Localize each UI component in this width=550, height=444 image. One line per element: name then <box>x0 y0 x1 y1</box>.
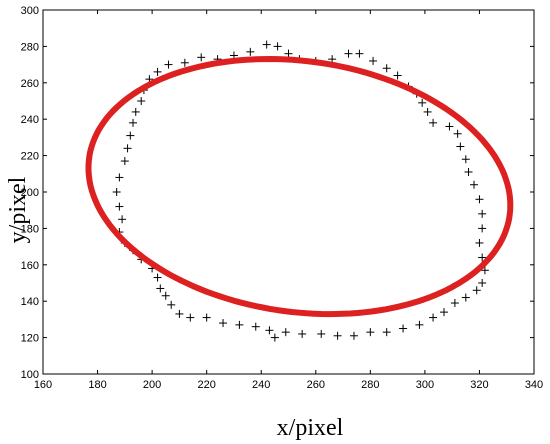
edge-point-marker <box>112 188 121 196</box>
x-tick-label: 200 <box>143 379 161 391</box>
edge-point-marker <box>439 308 448 317</box>
x-axis-title: x/pixel <box>277 415 344 441</box>
edge-point-marker <box>445 122 454 131</box>
edge-point-marker <box>167 300 176 309</box>
edge-point-marker <box>281 328 290 337</box>
y-tick-label: 300 <box>21 5 39 17</box>
edge-point-marker <box>161 291 170 300</box>
edge-point-marker <box>126 131 135 140</box>
edge-point-marker <box>118 215 127 224</box>
edge-point-marker <box>129 118 138 127</box>
edge-point-marker <box>450 299 459 308</box>
x-tick-label: 340 <box>525 379 543 391</box>
edge-point-marker <box>180 58 189 67</box>
edge-point-marker <box>415 320 424 329</box>
edge-point-marker <box>369 56 378 65</box>
edge-point-marker <box>153 273 162 282</box>
edge-point-marker <box>355 49 364 58</box>
edge-point-marker <box>423 107 432 116</box>
x-tick-label: 180 <box>88 379 106 391</box>
y-tick-label: 240 <box>21 114 39 126</box>
y-tick-label: 260 <box>21 78 39 90</box>
y-tick-label: 280 <box>21 41 39 53</box>
edge-point-marker <box>475 195 484 204</box>
edge-point-marker <box>317 329 326 338</box>
edge-point-marker <box>475 238 484 247</box>
y-tick-label: 200 <box>21 187 39 199</box>
edge-point-marker <box>219 319 228 328</box>
y-tick-label: 100 <box>21 369 39 381</box>
x-tick-label: 240 <box>252 379 270 391</box>
edge-point-marker <box>175 309 184 318</box>
x-tick-label: 220 <box>197 379 215 391</box>
edge-point-marker <box>469 180 478 189</box>
edge-point-marker <box>262 40 271 49</box>
y-tick-label: 120 <box>21 333 39 345</box>
x-tick-label: 300 <box>416 379 434 391</box>
edge-point-marker <box>333 331 342 340</box>
edge-point-marker <box>298 329 307 338</box>
edge-point-marker <box>399 324 408 333</box>
data-marks <box>85 40 514 342</box>
edge-point-marker <box>120 157 129 166</box>
edge-point-marker <box>478 224 487 233</box>
edge-point-marker <box>265 326 274 335</box>
x-tick-label: 280 <box>361 379 379 391</box>
edge-point-marker <box>137 97 146 105</box>
edge-point-marker <box>197 53 206 62</box>
x-tick-label: 260 <box>307 379 325 391</box>
x-tick-label: 160 <box>34 379 52 391</box>
edge-point-marker <box>186 313 195 322</box>
y-tick-label: 140 <box>21 296 39 308</box>
edge-point-marker <box>429 118 438 127</box>
edge-point-marker <box>270 333 279 342</box>
fitted-ellipse <box>85 56 514 318</box>
edge-point-marker <box>472 286 481 295</box>
edge-point-marker <box>480 266 489 275</box>
edge-point-marker <box>202 313 211 322</box>
edge-point-marker <box>382 64 391 73</box>
edge-point-marker <box>418 98 427 107</box>
axis-ticks: 160 180 200 220 240 260 280 300 320 340 100 120 140 1… <box>21 5 544 391</box>
edge-point-marker <box>235 320 244 329</box>
edge-point-marker <box>393 71 402 80</box>
edge-point-marker <box>251 322 260 331</box>
y-axis-title: y/pixel <box>5 176 31 243</box>
edge-point-marker <box>123 144 132 153</box>
edge-point-marker <box>115 202 124 211</box>
edge-point-marker <box>453 129 462 138</box>
edge-point-marker <box>456 142 465 151</box>
edge-point-marker <box>478 253 487 262</box>
y-tick-label: 220 <box>21 151 39 163</box>
edge-point-marker <box>382 328 391 337</box>
y-tick-label: 160 <box>21 260 39 272</box>
edge-point-marker <box>115 173 124 182</box>
edge-point-marker <box>461 293 470 302</box>
edge-point-marker <box>156 284 165 293</box>
edge-point-marker <box>273 42 282 51</box>
edge-point-marker <box>164 60 173 69</box>
edge-point-marker <box>153 67 162 76</box>
edge-point-marker <box>464 167 473 176</box>
x-tick-label: 320 <box>470 379 488 391</box>
edge-point-marker <box>429 313 438 322</box>
edge-point-marker <box>461 155 470 164</box>
edge-point-marker <box>344 49 353 58</box>
y-tick-label: 180 <box>21 223 39 235</box>
edge-point-marker <box>246 47 255 56</box>
edge-point-marker <box>478 279 487 287</box>
edge-point-marker <box>478 209 487 218</box>
edge-point-marker <box>284 49 293 58</box>
edge-point-marker <box>131 107 140 116</box>
edge-point-marker <box>366 328 375 337</box>
edge-point-marker <box>349 331 358 340</box>
